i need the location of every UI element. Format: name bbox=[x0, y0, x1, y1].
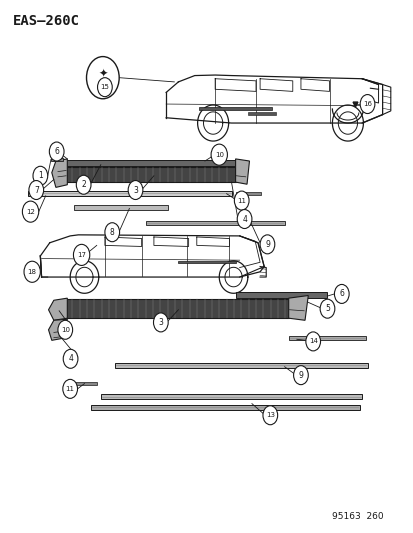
Text: 6: 6 bbox=[339, 289, 343, 298]
Text: 11: 11 bbox=[66, 386, 74, 392]
Circle shape bbox=[29, 181, 43, 199]
Polygon shape bbox=[52, 159, 67, 188]
Circle shape bbox=[153, 313, 168, 332]
FancyBboxPatch shape bbox=[247, 112, 276, 115]
FancyBboxPatch shape bbox=[178, 261, 235, 263]
Text: 17: 17 bbox=[77, 252, 86, 258]
Circle shape bbox=[73, 244, 90, 265]
Text: 1: 1 bbox=[38, 171, 43, 180]
Text: 2: 2 bbox=[81, 180, 86, 189]
FancyBboxPatch shape bbox=[66, 160, 235, 166]
FancyBboxPatch shape bbox=[236, 192, 260, 195]
Text: 16: 16 bbox=[362, 101, 371, 107]
Circle shape bbox=[24, 261, 40, 282]
Polygon shape bbox=[48, 298, 67, 320]
Text: 5: 5 bbox=[324, 304, 329, 313]
Text: 3: 3 bbox=[133, 185, 138, 195]
Polygon shape bbox=[66, 167, 235, 182]
Circle shape bbox=[293, 366, 308, 385]
FancyBboxPatch shape bbox=[74, 205, 168, 209]
Circle shape bbox=[262, 406, 277, 425]
FancyBboxPatch shape bbox=[66, 382, 97, 385]
Circle shape bbox=[334, 285, 348, 303]
Text: ✦: ✦ bbox=[98, 68, 107, 78]
Text: 14: 14 bbox=[308, 338, 317, 344]
Circle shape bbox=[211, 144, 227, 165]
Text: EAS–260C: EAS–260C bbox=[13, 14, 80, 28]
Text: 95163  260: 95163 260 bbox=[332, 512, 383, 521]
Circle shape bbox=[86, 56, 119, 99]
Circle shape bbox=[63, 379, 77, 398]
Circle shape bbox=[234, 191, 249, 210]
FancyBboxPatch shape bbox=[90, 405, 359, 410]
FancyBboxPatch shape bbox=[198, 107, 272, 110]
Text: 18: 18 bbox=[28, 269, 37, 275]
FancyBboxPatch shape bbox=[100, 394, 361, 399]
Circle shape bbox=[319, 299, 334, 318]
FancyBboxPatch shape bbox=[28, 191, 232, 196]
Text: 6: 6 bbox=[54, 147, 59, 156]
Circle shape bbox=[63, 349, 78, 368]
Polygon shape bbox=[66, 299, 288, 318]
Text: 7: 7 bbox=[34, 185, 38, 195]
Circle shape bbox=[22, 201, 39, 222]
Circle shape bbox=[104, 223, 119, 241]
Polygon shape bbox=[235, 159, 249, 184]
FancyBboxPatch shape bbox=[115, 363, 368, 368]
Circle shape bbox=[259, 235, 274, 254]
Text: 13: 13 bbox=[265, 412, 274, 418]
Text: 4: 4 bbox=[68, 354, 73, 364]
Circle shape bbox=[49, 142, 64, 161]
Text: 3: 3 bbox=[158, 318, 163, 327]
Text: 8: 8 bbox=[109, 228, 114, 237]
FancyBboxPatch shape bbox=[145, 221, 284, 225]
Text: 4: 4 bbox=[242, 214, 247, 223]
Circle shape bbox=[33, 166, 47, 185]
Circle shape bbox=[58, 320, 72, 340]
Circle shape bbox=[237, 209, 252, 229]
Text: 10: 10 bbox=[61, 327, 70, 333]
Circle shape bbox=[76, 175, 91, 194]
Text: 10: 10 bbox=[214, 152, 223, 158]
Text: 11: 11 bbox=[237, 198, 246, 204]
Text: 12: 12 bbox=[26, 208, 35, 215]
Text: 9: 9 bbox=[298, 370, 303, 379]
FancyBboxPatch shape bbox=[235, 292, 327, 298]
Circle shape bbox=[305, 332, 320, 351]
Polygon shape bbox=[288, 295, 308, 320]
FancyBboxPatch shape bbox=[51, 158, 63, 161]
Circle shape bbox=[97, 78, 112, 96]
Circle shape bbox=[359, 94, 374, 114]
Text: 15: 15 bbox=[100, 84, 109, 90]
Text: 9: 9 bbox=[264, 240, 269, 249]
Circle shape bbox=[128, 181, 142, 199]
Polygon shape bbox=[48, 319, 67, 341]
FancyBboxPatch shape bbox=[288, 336, 366, 341]
